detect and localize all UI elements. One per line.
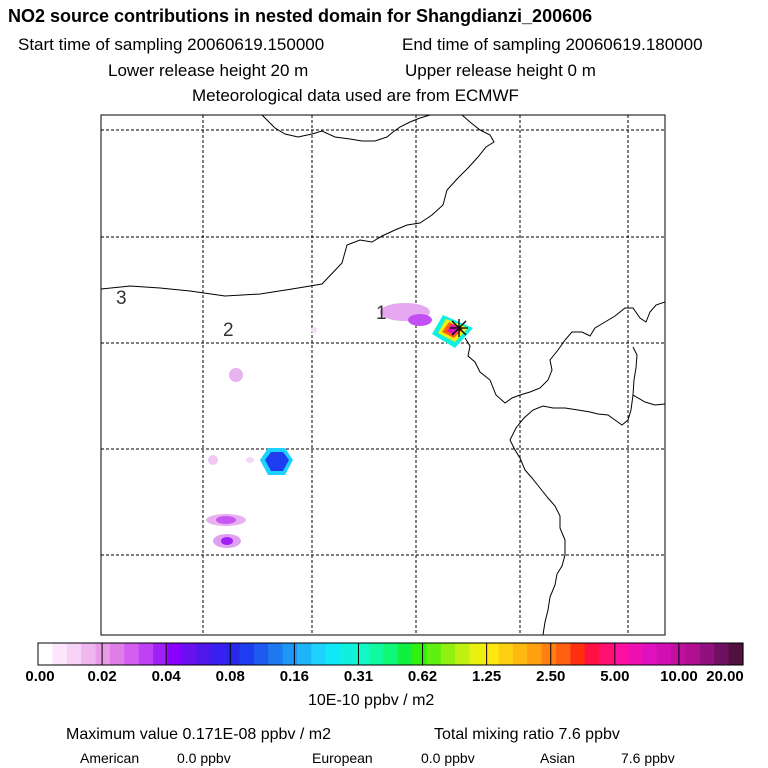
colorbar-swatch — [52, 643, 68, 665]
colorbar-swatch — [426, 643, 442, 665]
plume-1-core — [447, 324, 460, 335]
colorbar-tick-label: 5.00 — [600, 668, 630, 685]
upper-release-height: Upper release height 0 m — [405, 61, 596, 80]
colorbar-swatch — [570, 643, 586, 665]
colorbar-swatch — [167, 643, 183, 665]
colorbar-swatch — [541, 643, 557, 665]
colorbar-swatch — [412, 643, 428, 665]
colorbar-swatch — [239, 643, 255, 665]
colorbar-units: 10E-10 ppbv / m2 — [308, 692, 435, 709]
receptor-star-icon — [450, 319, 468, 337]
colorbar-swatch — [268, 643, 284, 665]
region-label-3: 3 — [116, 288, 127, 309]
colorbar-swatch — [38, 643, 53, 665]
colorbar-swatch — [484, 643, 500, 665]
european-label: European — [312, 750, 373, 766]
graticule — [101, 115, 665, 635]
colorbar-dividers — [101, 643, 680, 665]
colorbar-swatch — [469, 643, 485, 665]
colorbar-swatch — [354, 643, 370, 665]
american-value: 0.0 ppbv — [177, 750, 231, 766]
map-frame — [100, 114, 666, 636]
start-time: Start time of sampling 20060619.150000 — [18, 35, 325, 54]
colorbar-tick-label: 0.04 — [151, 668, 181, 685]
colorbar-swatch — [685, 643, 701, 665]
plume-patch — [208, 455, 218, 465]
plume-patch — [216, 516, 236, 524]
colorbar-swatch — [584, 643, 600, 665]
colorbar-swatch — [95, 643, 111, 665]
plume-patch — [229, 368, 243, 382]
colorbar-swatch — [627, 643, 643, 665]
colorbar-swatch — [455, 643, 471, 665]
colorbar-swatch — [383, 643, 399, 665]
plume-patch — [246, 457, 254, 463]
boundaries — [101, 115, 665, 635]
colorbar-swatch — [656, 643, 672, 665]
colorbar-swatch — [368, 643, 384, 665]
meteorological-source: Meteorological data used are from ECMWF — [192, 86, 519, 105]
end-time: End time of sampling 20060619.180000 — [402, 35, 703, 54]
colorbar-swatch — [109, 643, 125, 665]
colorbar-swatch — [340, 643, 356, 665]
colorbar-tick-label: 0.02 — [87, 668, 117, 685]
colorbar-swatch — [311, 643, 327, 665]
colorbar-tick-label: 1.25 — [472, 668, 502, 685]
colorbar-tick-label: 0.00 — [25, 668, 55, 685]
concentration-field — [206, 303, 473, 548]
colorbar-tick-label: 0.16 — [279, 668, 309, 685]
colorbar-swatch — [225, 643, 241, 665]
colorbar-swatch — [555, 643, 571, 665]
colorbar-tick-label: 2.50 — [536, 668, 566, 685]
colorbar-swatch — [728, 643, 744, 665]
colorbar-swatch — [282, 643, 298, 665]
colorbar-swatch — [527, 643, 543, 665]
american-label: American — [80, 750, 140, 766]
colorbar-tick-label: 0.31 — [343, 668, 374, 685]
colorbar-tick-label: 0.62 — [407, 668, 438, 685]
colorbar — [38, 643, 744, 665]
asian-label: Asian — [540, 750, 576, 766]
colorbar-swatch — [325, 643, 341, 665]
colorbar-swatch — [81, 643, 97, 665]
colorbar-swatch — [138, 643, 154, 665]
plume-patch — [221, 537, 233, 545]
colorbar-tick-label: 0.08 — [215, 668, 245, 685]
colorbar-swatch — [599, 643, 615, 665]
region-label-1: 1 — [376, 303, 387, 324]
colorbar-swatch — [699, 643, 715, 665]
colorbar-swatch — [153, 643, 169, 665]
maximum-value: Maximum value 0.171E-08 ppbv / m2 — [66, 726, 332, 743]
plume-2-core — [265, 452, 289, 471]
colorbar-tick-label: 20.00 — [706, 668, 744, 685]
lower-release-height: Lower release height 20 m — [108, 61, 309, 80]
colorbar-swatch — [498, 643, 514, 665]
colorbar-swatch — [210, 643, 226, 665]
colorbar-swatch — [66, 643, 82, 665]
colorbar-swatch — [296, 643, 312, 665]
colorbar-swatch — [613, 643, 629, 665]
colorbar-swatch — [124, 643, 140, 665]
colorbar-swatch — [181, 643, 197, 665]
colorbar-swatch — [642, 643, 658, 665]
region-label-2: 2 — [223, 320, 234, 341]
plume-patch — [311, 327, 317, 333]
colorbar-swatch — [196, 643, 212, 665]
colorbar-swatch — [714, 643, 730, 665]
colorbar-swatch — [512, 643, 528, 665]
map-title: NO2 source contributions in nested domai… — [8, 6, 593, 26]
colorbar-swatch — [440, 643, 456, 665]
asian-value: 7.6 ppbv — [621, 750, 675, 766]
colorbar-swatch — [397, 643, 413, 665]
colorbar-swatch — [253, 643, 269, 665]
plume-1-mid — [408, 314, 432, 326]
colorbar-tick-label: 10.00 — [660, 668, 698, 685]
total-mixing-ratio: Total mixing ratio 7.6 ppbv — [434, 726, 620, 743]
european-value: 0.0 ppbv — [421, 750, 475, 766]
colorbar-frame — [37, 642, 744, 666]
